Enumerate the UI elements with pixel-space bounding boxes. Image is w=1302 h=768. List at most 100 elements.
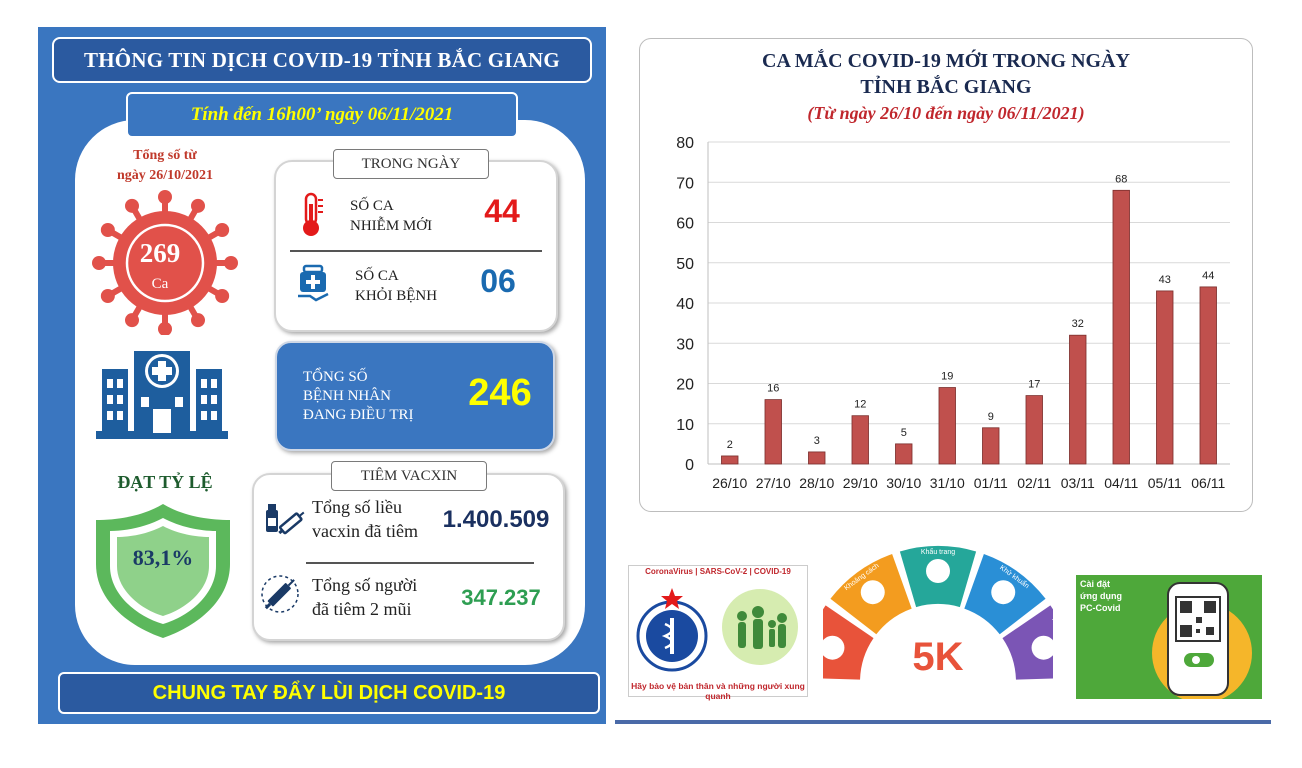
data-label: 5: [901, 427, 907, 439]
in-day-card: [274, 160, 558, 332]
divider: [290, 250, 542, 252]
virus-spike-tip: [224, 256, 238, 270]
ministry-poster-header: CoronaVirus | SARS-CoV-2 | COVID-19: [645, 567, 791, 576]
recovered-value: 06: [480, 263, 516, 299]
virus-spike-tip: [125, 313, 139, 328]
doses-line2: vacxin đã tiêm: [312, 521, 418, 541]
x-tick-label: 27/10: [756, 475, 791, 491]
data-label: 19: [941, 371, 953, 383]
virus-spike-tip: [92, 256, 106, 270]
syringe-icon: [261, 575, 299, 613]
total-cases-label: Tổng số từ ngày 26/10/2021: [90, 146, 240, 186]
divider: [306, 562, 534, 564]
shield-icon: [96, 504, 230, 638]
data-label: 17: [1028, 379, 1040, 391]
x-tick-label: 28/10: [799, 475, 834, 491]
ministry-poster-footer: Hãy bảo vệ bản thân và những người xung …: [631, 681, 805, 701]
virus-spike-tip: [158, 190, 172, 204]
y-tick-label: 0: [685, 457, 694, 474]
virus-spike-tip: [125, 198, 139, 213]
hospital-icon: [96, 351, 228, 439]
pc-covid-line2: ứng dụng: [1080, 591, 1123, 601]
medical-kit-icon: [298, 264, 329, 302]
virus-spike-tip: [215, 223, 230, 237]
vaccine-card: [252, 473, 565, 641]
bar: [1156, 290, 1174, 465]
x-tick-label: 26/10: [712, 475, 747, 491]
data-label: 9: [988, 411, 994, 423]
bar: [851, 415, 869, 465]
syringe-vial-icon: [266, 504, 305, 535]
recovered-line2: KHỎI BỆNH: [355, 288, 438, 304]
slogan-banner: CHUNG TAY ĐẨY LÙI DỊCH COVID-19: [58, 672, 600, 714]
bar: [982, 427, 1000, 465]
new-cases-line1: SỐ CA: [350, 198, 394, 214]
two-dose-label: Tổng số người đã tiêm 2 mũi: [312, 573, 452, 621]
bar: [1199, 286, 1217, 465]
treatment-line3: ĐANG ĐIỀU TRỊ: [303, 407, 414, 423]
data-label: 32: [1072, 318, 1084, 330]
panel-title: THÔNG TIN DỊCH COVID-19 TỈNH BẮC GIANG: [52, 37, 592, 83]
x-tick-label: 01/11: [974, 475, 1008, 491]
five-k-segment-label: Khẩu trang: [921, 548, 955, 556]
data-label: 3: [814, 435, 820, 447]
y-tick-label: 30: [676, 336, 694, 353]
data-label: 16: [767, 383, 779, 395]
two-dose-line2: đã tiêm 2 mũi: [312, 599, 412, 619]
five-k-segment-icon: [860, 580, 885, 605]
x-tick-label: 29/10: [843, 475, 878, 491]
y-tick-label: 50: [676, 256, 694, 273]
total-cases-value: 269: [139, 238, 181, 268]
five-k-segment: [823, 605, 874, 680]
five-k-segment-icon: [1031, 635, 1053, 660]
rate-value: 83,1%: [132, 545, 194, 570]
chart-subtitle: (Từ ngày 26/10 đến ngày 06/11/2021): [807, 103, 1085, 123]
y-tick-label: 20: [676, 377, 694, 394]
two-dose-line1: Tổng số người: [312, 575, 418, 595]
phone-qr-icon: [1152, 582, 1252, 699]
bar: [808, 451, 826, 465]
recovered-label: SỐ CA KHỎI BỆNH: [355, 266, 475, 306]
bar: [764, 399, 782, 465]
virus-spike-tip: [158, 322, 172, 335]
total-cases-unit: Ca: [151, 276, 169, 292]
chart-title-line1: CA MẮC COVID-19 MỚI TRONG NGÀY: [762, 50, 1130, 72]
pc-covid-line3: PC-Covid: [1080, 603, 1121, 613]
bar-chart: 0 10 20 30 40 50 60 70 80 2 26/10 16 27/10 3 28/10 12 29…: [676, 135, 1230, 491]
treatment-line1: TỔNG SỐ: [303, 369, 368, 385]
thermometer-icon: [303, 192, 323, 236]
bottom-divider: [615, 720, 1271, 724]
pc-covid-line1: Cài đặt: [1080, 579, 1111, 589]
bar: [721, 455, 739, 465]
five-k-segment-icon: [926, 559, 950, 583]
doses-line1: Tổng số liều: [312, 497, 402, 517]
bar: [1112, 189, 1130, 465]
y-tick-label: 10: [676, 417, 694, 434]
five-k-segment-icon: [991, 580, 1016, 605]
y-tick-label: 60: [676, 216, 694, 233]
bar: [1069, 334, 1087, 465]
x-tick-label: 04/11: [1104, 475, 1138, 491]
two-dose-value: 347.237: [461, 585, 541, 610]
new-cases-label: SỐ CA NHIỄM MỚI: [350, 196, 470, 236]
report-date: Tính đến 16h00’ ngày 06/11/2021: [126, 92, 518, 138]
virus-spike-tip: [100, 223, 115, 237]
five-k-label: 5K: [912, 635, 963, 679]
total-label-line2: ngày 26/10/2021: [116, 168, 214, 183]
y-tick-label: 80: [676, 135, 694, 152]
x-tick-label: 03/11: [1061, 475, 1095, 491]
total-label-line1: Tổng số từ: [133, 148, 197, 163]
treatment-card: [275, 341, 555, 451]
x-tick-label: 30/10: [886, 475, 921, 491]
x-tick-label: 02/11: [1017, 475, 1051, 491]
doses-label: Tổng số liều vacxin đã tiêm: [312, 495, 442, 543]
bar: [938, 387, 956, 465]
doses-value: 1.400.509: [442, 506, 550, 533]
treatment-label: TỔNG SỐ BỆNH NHÂN ĐANG ĐIỀU TRỊ: [303, 368, 453, 425]
virus-spike-tip: [191, 313, 205, 328]
data-label: 68: [1115, 173, 1127, 185]
y-tick-label: 70: [676, 175, 694, 192]
y-tick-label: 40: [676, 296, 694, 313]
bar: [895, 443, 913, 465]
